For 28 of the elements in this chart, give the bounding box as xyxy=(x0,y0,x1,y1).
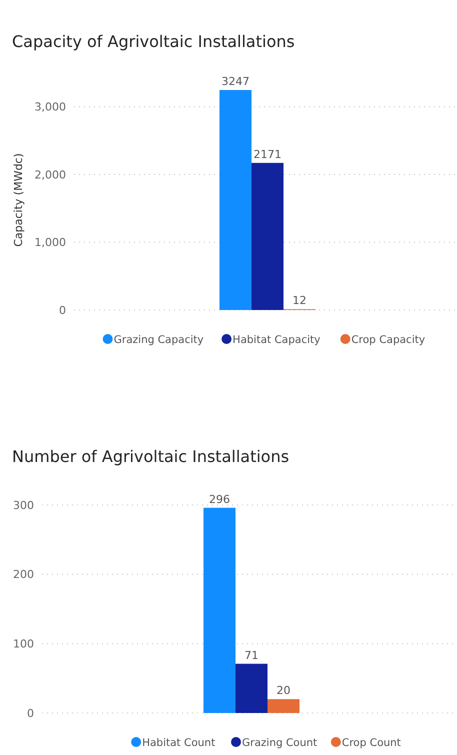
y-tick-label: 1,000 xyxy=(34,236,66,250)
bar xyxy=(204,508,236,713)
legend-label: Habitat Capacity xyxy=(232,334,320,346)
y-tick-label: 3,000 xyxy=(34,100,66,114)
bar xyxy=(268,699,300,713)
chart-title: Number of Agrivoltaic Installations xyxy=(12,447,290,466)
data-label: 2171 xyxy=(254,148,282,161)
legend-label: Grazing Capacity xyxy=(114,334,204,346)
y-tick-label: 0 xyxy=(27,706,34,720)
chart-title: Capacity of Agrivoltaic Installations xyxy=(12,32,295,51)
legend-label: Crop Capacity xyxy=(351,334,426,346)
y-tick-label: 200 xyxy=(13,568,34,582)
data-label: 3247 xyxy=(222,75,250,88)
data-label: 12 xyxy=(292,294,306,308)
data-label: 20 xyxy=(276,684,290,698)
data-label: 296 xyxy=(209,492,230,506)
legend-label: Habitat Count xyxy=(142,737,216,749)
y-tick-label: 300 xyxy=(13,498,34,512)
bar xyxy=(236,664,268,713)
legend-label: Crop Count xyxy=(342,737,401,749)
y-tick-label: 2,000 xyxy=(34,168,66,182)
data-label: 71 xyxy=(244,648,258,662)
y-tick-label: 100 xyxy=(13,638,34,651)
y-tick-label: 0 xyxy=(59,304,66,317)
legend-label: Grazing Count xyxy=(242,737,318,749)
bar xyxy=(252,162,284,310)
y-axis-title: Capacity (MWdc) xyxy=(12,153,25,247)
bar xyxy=(220,90,252,310)
